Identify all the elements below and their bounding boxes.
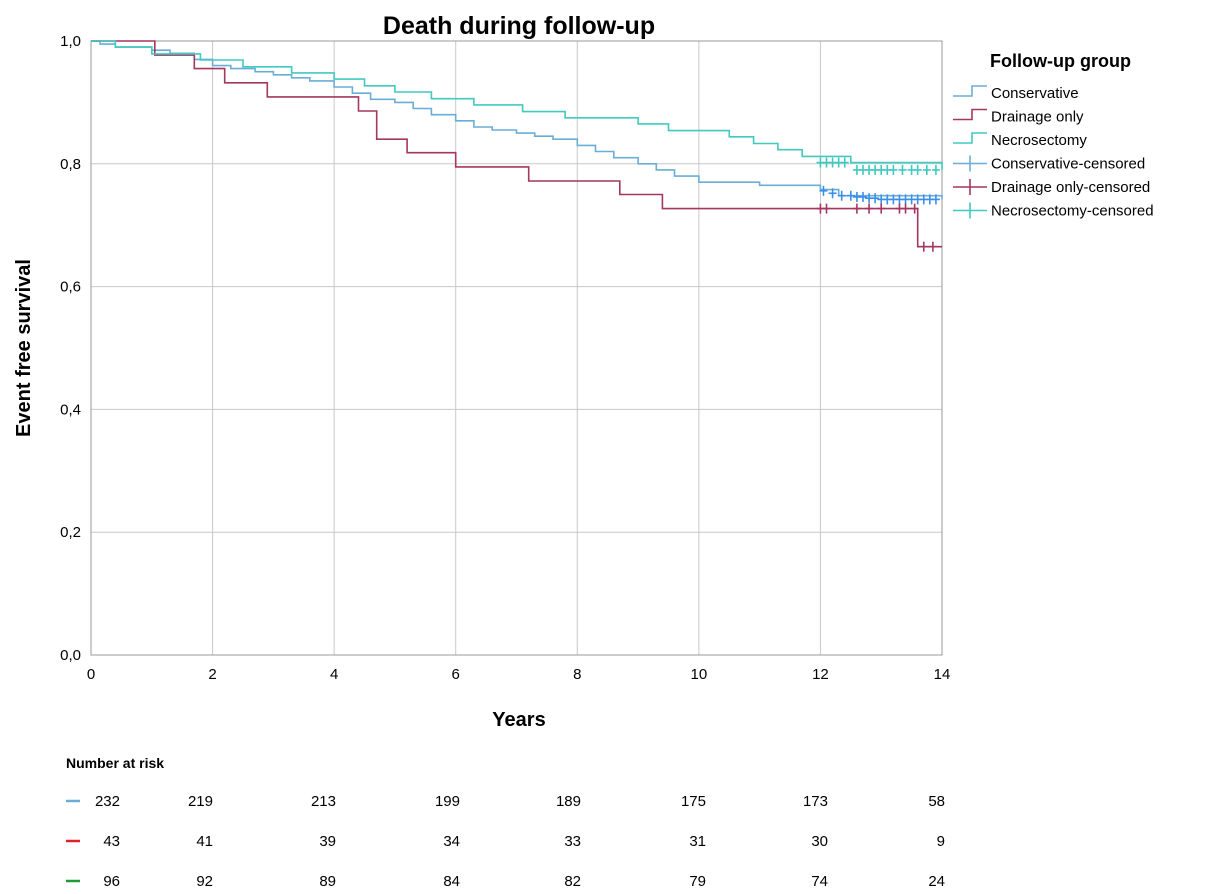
risk-value: 96: [103, 873, 120, 890]
legend-swatch-step: [953, 132, 987, 144]
x-tick-label: 6: [452, 666, 460, 683]
x-tick-label: 10: [691, 666, 708, 683]
survival-curve-necrosectomy: [91, 40, 943, 170]
x-tick-label: 12: [812, 666, 829, 683]
plot-frame: [90, 40, 943, 656]
legend-label: Drainage only: [991, 109, 1084, 126]
y-tick-label: 0,6: [60, 279, 81, 296]
survival-curve-conservative: [91, 40, 943, 200]
series-group: [91, 40, 943, 252]
risk-value: 219: [188, 793, 213, 810]
chart-title: Death during follow-up: [383, 12, 655, 40]
survival-curve-drainage-only: [91, 40, 942, 248]
risk-value: 34: [443, 833, 460, 850]
risk-value: 41: [196, 833, 213, 850]
risk-value: 232: [95, 793, 120, 810]
x-tick-label: 14: [934, 666, 951, 683]
legend-swatch-step: [953, 108, 987, 121]
x-tick-label: 4: [330, 666, 338, 683]
axes: 0 2 4 6 8 10 12 14 0,0 0,2 0,4 0,6 0,8 1,0: [60, 33, 950, 683]
risk-value: 30: [811, 833, 828, 850]
x-tick-label: 2: [208, 666, 216, 683]
risk-value: 213: [311, 793, 336, 810]
risk-value: 79: [689, 873, 706, 890]
risk-value: 33: [564, 833, 581, 850]
risk-value: 31: [689, 833, 706, 850]
risk-value: 39: [319, 833, 336, 850]
risk-value: 199: [435, 793, 460, 810]
y-tick-label: 0,8: [60, 156, 81, 173]
risk-value: 82: [564, 873, 581, 890]
legend-label: Necrosectomy-censored: [991, 203, 1154, 220]
risk-value: 175: [681, 793, 706, 810]
y-tick-label: 0,2: [60, 524, 81, 541]
grid: [91, 41, 942, 655]
y-tick-label: 0,0: [60, 647, 81, 664]
legend: Follow-up group Conservative Drainage only…: [953, 51, 1154, 220]
y-tick-label: 1,0: [60, 33, 81, 50]
risk-value: 89: [319, 873, 336, 890]
risk-table-header: Number at risk: [66, 755, 164, 771]
legend-swatch-step: [953, 85, 987, 97]
legend-title: Follow-up group: [990, 51, 1131, 71]
number-at-risk-table: Number at risk 232 219 213 199 189 175 173 58 43 4…: [66, 755, 945, 890]
risk-value: 173: [803, 793, 828, 810]
risk-value: 189: [556, 793, 581, 810]
risk-value: 92: [196, 873, 213, 890]
y-axis-title: Event free survival: [13, 259, 35, 437]
legend-label: Conservative: [991, 85, 1079, 102]
x-tick-label: 8: [573, 666, 581, 683]
risk-value: 74: [811, 873, 828, 890]
risk-value: 24: [928, 873, 945, 890]
legend-label: Necrosectomy: [991, 132, 1087, 149]
legend-label: Conservative-censored: [991, 156, 1145, 173]
legend-label: Drainage only-censored: [991, 179, 1150, 196]
x-axis-title: Years: [492, 709, 545, 731]
risk-value: 43: [103, 833, 120, 850]
y-tick-label: 0,4: [60, 401, 81, 418]
risk-value: 9: [937, 833, 945, 850]
risk-value: 84: [443, 873, 460, 890]
x-tick-label: 0: [87, 666, 95, 683]
risk-value: 58: [928, 793, 945, 810]
